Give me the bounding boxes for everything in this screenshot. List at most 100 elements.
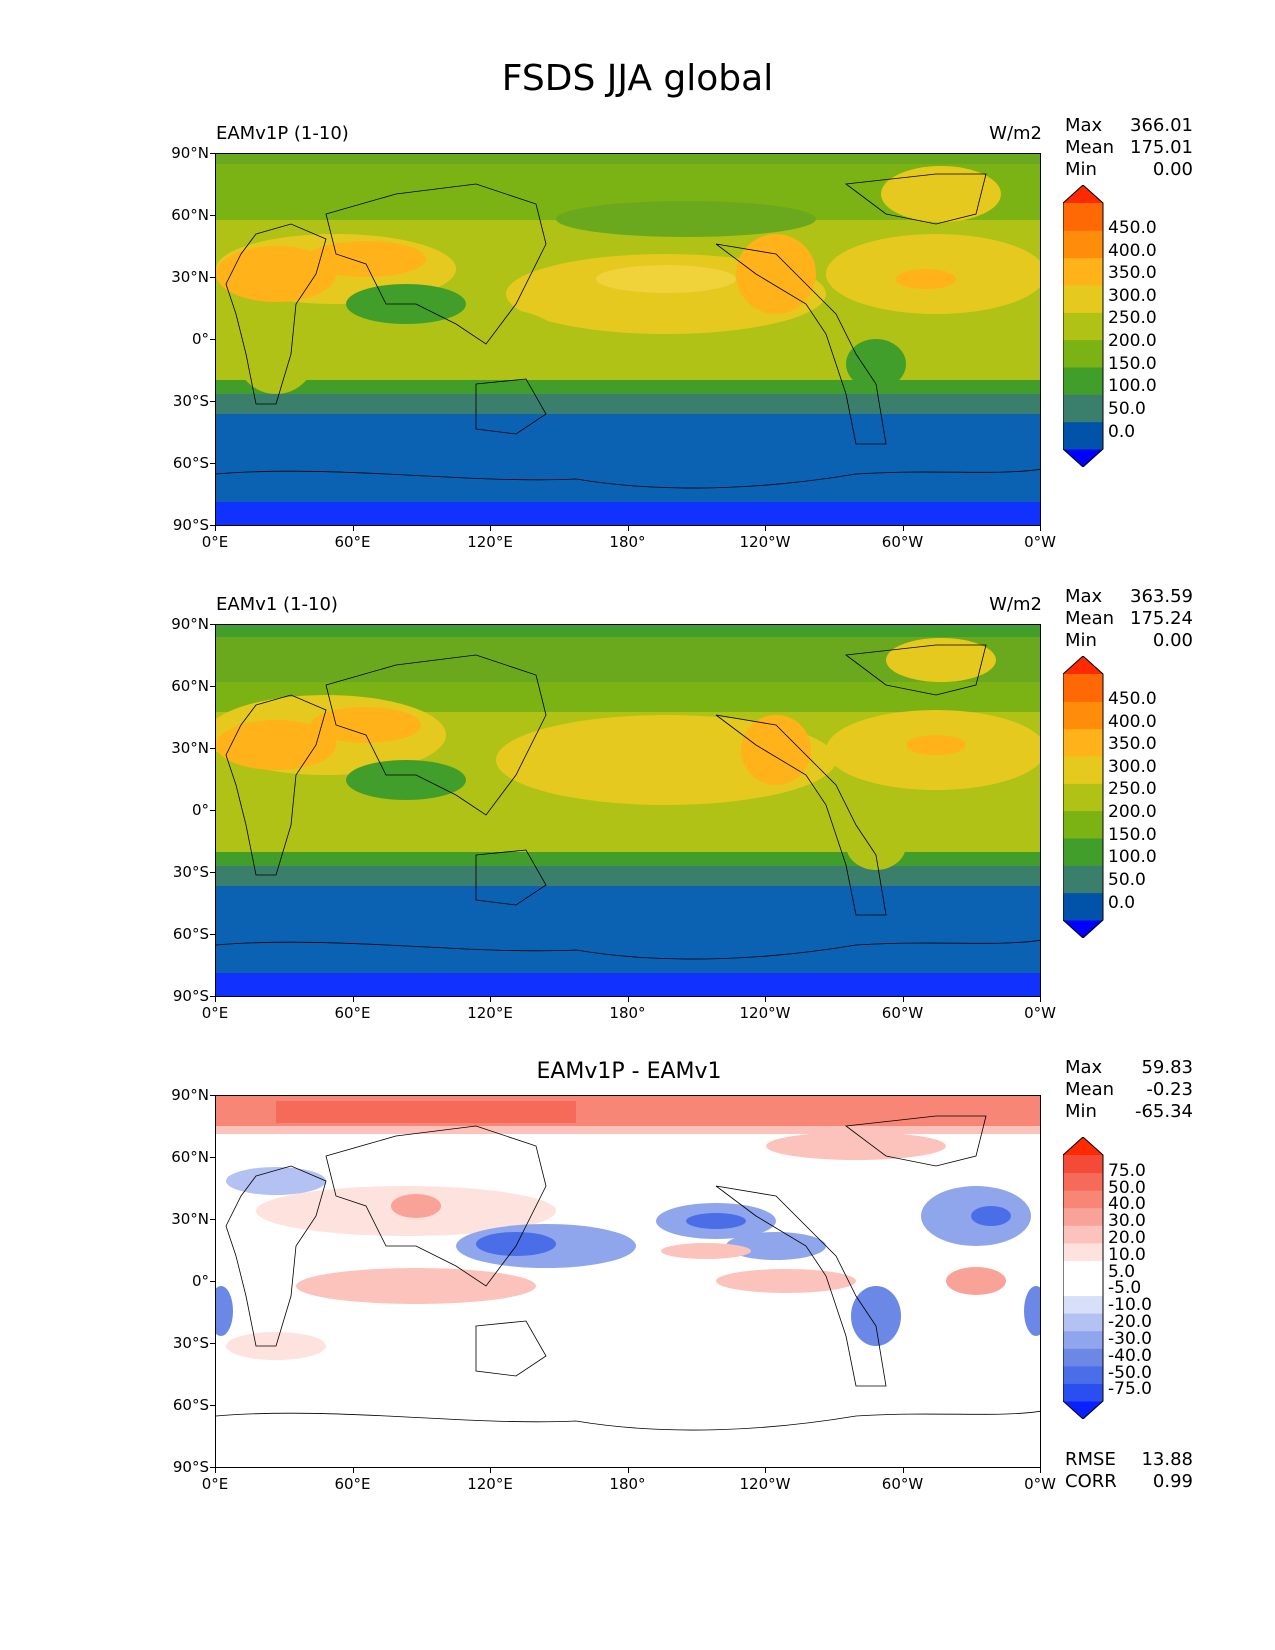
lat-tick-label: 90°N [171,1086,209,1104]
units-label: W/m2 [989,594,1042,615]
lat-tick-mark [210,1467,215,1468]
figure-title: FSDS JJA global [501,58,774,99]
lon-tick-mark [627,997,629,1002]
colorbar-segment [1063,1225,1103,1244]
lon-tick-mark [1040,526,1041,531]
map-field-eamv1p [215,153,1041,526]
stat-value: 366.01 [1130,115,1193,136]
lon-tick-mark [765,526,766,531]
colorbar-outline [1062,655,1104,939]
lat-tick-label: 90°N [171,615,209,633]
stat-label: Mean [1065,1079,1115,1100]
colorbar-extend-high [1063,656,1103,674]
stat-label: Min [1065,159,1097,180]
colorbar-tick-label: -40.0 [1108,1345,1152,1366]
colorbar-tick-label: 75.0 [1108,1160,1146,1181]
lat-tick-mark [210,153,215,154]
colorbar-tick-label: 5.0 [1108,1261,1136,1282]
colorbar [1062,1136,1107,1423]
lat-tick-mark [210,934,215,935]
lon-tick-mark [765,1468,766,1473]
colorbar-tick-label: 10.0 [1108,1244,1146,1265]
lon-tick-mark [627,1468,629,1473]
stat-value: 13.88 [1141,1449,1193,1470]
colorbar-tick-label: 150.0 [1108,824,1157,845]
lon-tick-label: 60°E [334,1004,371,1022]
lat-tick-mark [210,748,215,749]
colorbar-segment [1063,756,1103,784]
lon-tick-label: 60°W [881,533,924,551]
footer-stats: RMSE 13.88 CORR 0.99 [1065,1449,1193,1493]
colorbar-tick-label: 200.0 [1108,331,1157,352]
colorbar-tick-label: 0.0 [1108,892,1136,913]
lat-tick-label: 90°S [172,987,209,1005]
colorbar-segment [1063,421,1103,450]
lon-tick-mark [352,526,354,531]
colorbar-segment [1063,339,1103,368]
lon-tick-label: 60°W [881,1475,924,1493]
lat-tick-mark [210,339,215,340]
colorbar-extend-low [1063,449,1103,467]
colorbar-segment [1063,1348,1103,1367]
lat-tick-label: 0° [191,1272,209,1290]
stat-label: Max [1065,115,1103,136]
lat-tick-mark [210,525,215,526]
colorbar-tick-label: 450.0 [1108,688,1157,709]
lon-tick-mark [1040,997,1041,1002]
colorbar-segment [1063,674,1103,702]
lon-tick-label: 120°W [739,1475,791,1493]
lon-tick-label: 120°W [739,533,791,551]
lon-tick-mark [902,1468,904,1473]
lon-tick-label: 60°W [881,1004,924,1022]
colorbar-segment [1063,203,1103,231]
colorbar-segment [1063,838,1103,866]
stat-label: Min [1065,630,1097,651]
stat-value: 175.24 [1130,608,1193,629]
lon-tick-label: 180° [609,1004,646,1022]
lon-tick-label: 0°W [1024,1475,1056,1493]
panel-title: EAMv1P (1-10) [216,123,349,144]
colorbar-tick-label: 150.0 [1108,353,1157,374]
colorbar-segment [1063,1172,1103,1191]
colorbar-segment [1063,1260,1103,1279]
stat-value: 175.01 [1130,137,1193,158]
lat-tick-mark [210,624,215,625]
stat-value: 0.00 [1152,630,1193,651]
colorbar-segment [1063,1383,1103,1402]
stat-value: -65.34 [1134,1101,1193,1122]
colorbar-segment [1063,394,1103,423]
colorbar-segment [1063,1278,1103,1297]
colorbar-tick-label: 250.0 [1108,308,1157,329]
colorbar-outline [1062,184,1104,468]
colorbar [1062,184,1107,471]
lon-tick-mark [627,526,629,531]
lon-tick-mark [352,997,354,1002]
lat-tick-mark [210,463,215,464]
colorbar-tick-label: 30.0 [1108,1211,1146,1232]
colorbar-segment [1063,810,1103,839]
lat-tick-label: 0° [191,801,209,819]
lat-tick-mark [210,996,215,997]
colorbar-tick-label: 100.0 [1108,847,1157,868]
stats-box: Max 59.83 Mean -0.23 Min -65.34 [1065,1057,1193,1123]
colorbar [1062,655,1107,942]
lat-tick-label: 30°N [171,739,209,757]
lon-tick-mark [490,1468,491,1473]
lat-tick-mark [210,277,215,278]
colorbar-segment [1063,865,1103,894]
colorbar-segment [1063,892,1103,921]
colorbar-segment [1063,1242,1103,1261]
lat-tick-label: 90°N [171,144,209,162]
lat-tick-label: 0° [191,330,209,348]
stat-label: Mean [1065,608,1115,629]
field-plot [216,1096,1040,1467]
colorbar-extend-high [1063,185,1103,203]
colorbar-segment [1063,312,1103,341]
colorbar-tick-label: 300.0 [1108,756,1157,777]
colorbar-tick-label: 50.0 [1108,398,1146,419]
stat-value: 59.83 [1141,1057,1193,1078]
lat-tick-mark [210,1157,215,1158]
colorbar-tick-label: 50.0 [1108,869,1146,890]
lat-tick-mark [210,1343,215,1344]
lat-tick-mark [210,872,215,873]
